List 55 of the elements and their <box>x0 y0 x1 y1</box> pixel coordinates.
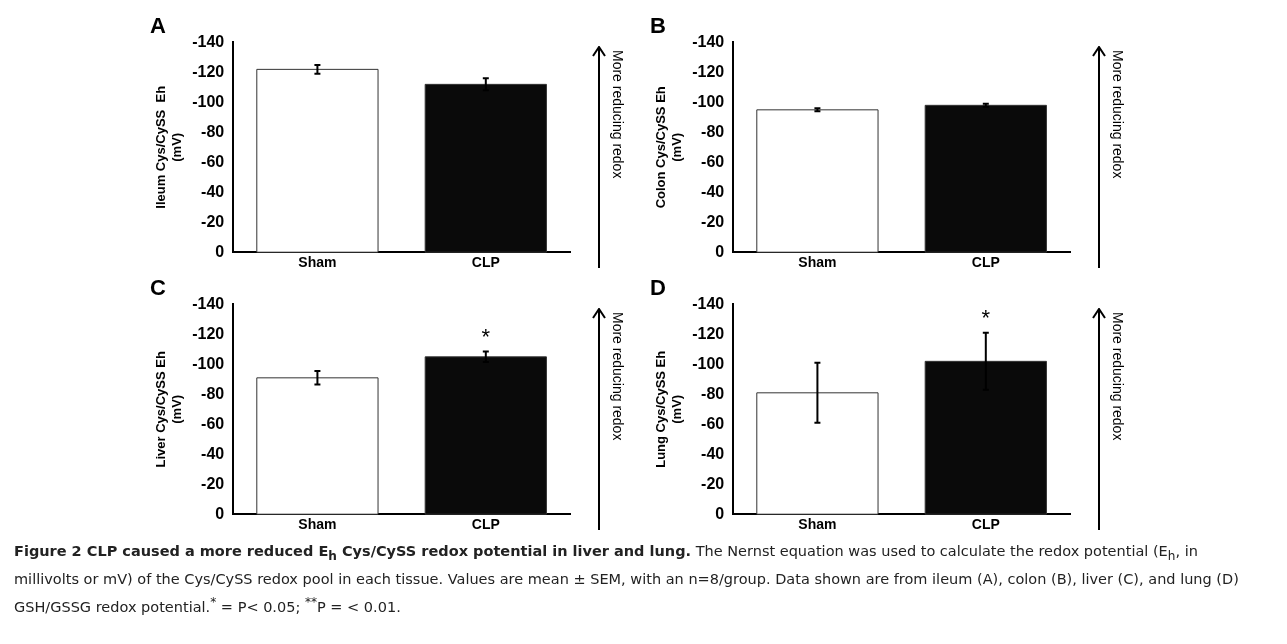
y-tick-label: -100 <box>192 354 225 372</box>
y-tick-label: 0 <box>715 242 725 260</box>
x-tick-label: Sham <box>798 516 837 533</box>
y-tick-label: -120 <box>192 62 225 80</box>
y-tick-label: -40 <box>201 182 225 200</box>
y-tick-label: -40 <box>701 444 725 462</box>
x-tick-label: CLP <box>971 254 1000 271</box>
y-axis-title: Colon Cys/CySS Eh (mV) <box>653 86 684 209</box>
y-tick-label: -140 <box>192 294 225 312</box>
y-tick-label: -20 <box>701 474 725 492</box>
chart-title: C <box>150 275 166 301</box>
annotation: * <box>981 304 991 330</box>
y-tick-label: -40 <box>701 182 725 200</box>
y-tick-label: -80 <box>701 384 725 402</box>
y-tick-label: 0 <box>715 504 725 522</box>
y-axis-title: Ileum Cys/CySS Eh (mV) <box>153 85 184 209</box>
y-axis-title: Liver Cys/CySS Eh (mV) <box>153 351 184 468</box>
x-tick-label: CLP <box>471 254 500 271</box>
y-tick-label: -60 <box>701 414 725 432</box>
y-tick-label: 0 <box>215 242 225 260</box>
y-tick-label: -20 <box>701 212 725 230</box>
text: More reducing redox <box>1110 312 1126 441</box>
y-tick-label: -80 <box>201 122 225 140</box>
y-tick-label: 0 <box>215 504 225 522</box>
text: More reducing redox <box>610 50 626 179</box>
chart-title: A <box>150 13 166 39</box>
y-tick-label: -60 <box>701 152 725 170</box>
y-tick-label: -140 <box>692 32 725 50</box>
x-tick-label: Sham <box>298 254 337 271</box>
annotation: * <box>481 323 491 349</box>
y-tick-label: -60 <box>201 152 225 170</box>
y-tick-label: -140 <box>692 294 725 312</box>
y-tick-label: -140 <box>192 32 225 50</box>
x-tick-label: CLP <box>971 516 1000 533</box>
x-tick-label: Sham <box>798 254 837 271</box>
y-axis-title: Lung Cys/CySS Eh (mV) <box>653 350 684 468</box>
y-tick-label: -40 <box>201 444 225 462</box>
y-tick-label: -20 <box>201 474 225 492</box>
y-tick-label: -60 <box>201 414 225 432</box>
y-tick-label: -80 <box>701 122 725 140</box>
y-tick-label: -100 <box>692 354 725 372</box>
y-tick-label: -100 <box>692 92 725 110</box>
y-tick-label: -80 <box>201 384 225 402</box>
chart-title: D <box>650 275 666 301</box>
caption: Figure 2 CLP caused a more reduced E$_{h}$ Cys/CySS redox potential in liver and lung. <box>14 543 692 563</box>
y-tick-label: -120 <box>692 324 725 342</box>
y-tick-label: -20 <box>201 212 225 230</box>
x-tick-label: CLP <box>471 516 500 533</box>
text: More reducing redox <box>610 312 626 441</box>
x-tick-label: Sham <box>298 516 337 533</box>
y-tick-label: -120 <box>192 324 225 342</box>
chart-title: B <box>650 13 666 39</box>
y-tick-label: -100 <box>192 92 225 110</box>
text: More reducing redox <box>1110 50 1126 179</box>
y-tick-label: -120 <box>692 62 725 80</box>
